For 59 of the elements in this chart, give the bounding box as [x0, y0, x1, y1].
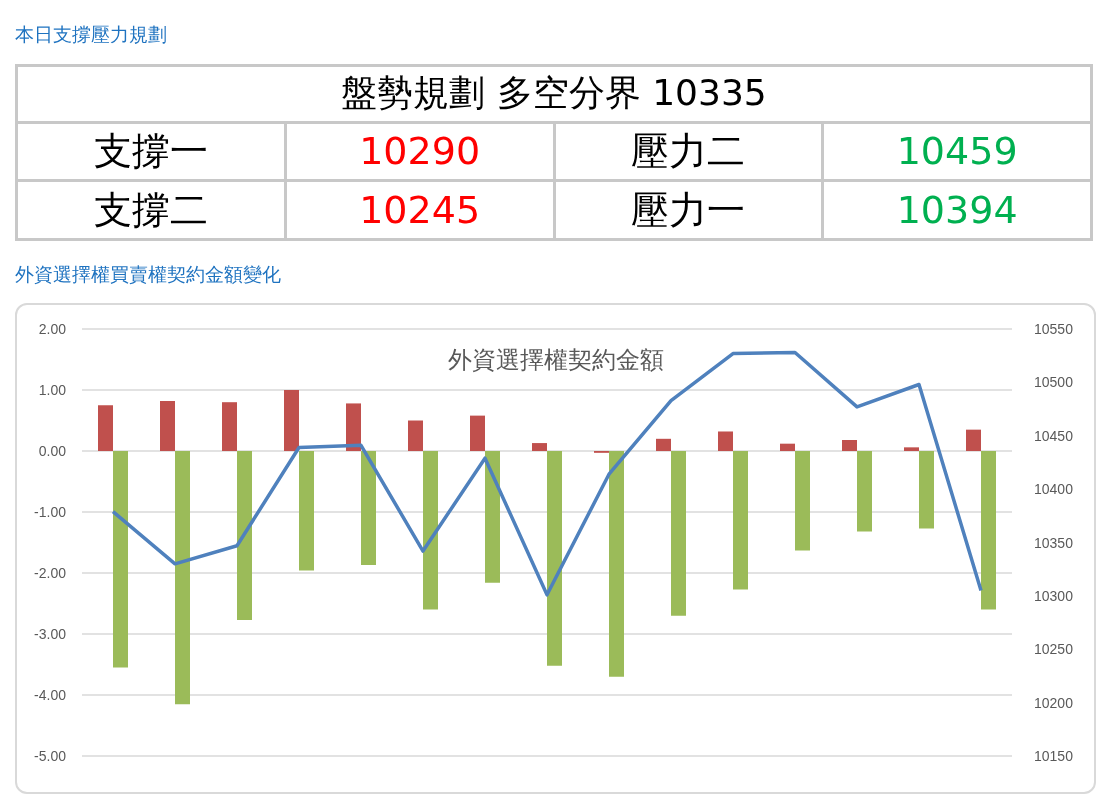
y2-tick-label: 10550	[1034, 321, 1074, 337]
bar	[656, 438, 671, 451]
y2-tick-label: 10200	[1034, 694, 1074, 711]
bar	[919, 451, 934, 529]
y-tick-label: 1.00	[38, 382, 67, 398]
bar	[966, 429, 981, 451]
bar	[361, 451, 376, 566]
bar	[904, 447, 919, 451]
bar	[671, 451, 686, 616]
text: 10290	[285, 122, 554, 181]
chart-title: 外資選擇權買賣權契約金額變化	[15, 262, 281, 287]
text: 10459	[822, 122, 1092, 181]
bar	[981, 451, 996, 610]
bar	[842, 440, 857, 451]
text: 壓力二	[554, 122, 823, 181]
y2-tick-label: 10150	[1034, 748, 1074, 764]
bar	[547, 451, 562, 666]
y-tick-label: -2.00	[34, 565, 67, 581]
bar	[733, 451, 748, 590]
bar	[222, 402, 237, 451]
bar	[175, 451, 190, 705]
bar	[718, 431, 733, 451]
bar	[485, 451, 500, 583]
text: 10245	[285, 180, 554, 240]
y2-tick-label: 10500	[1034, 374, 1074, 391]
line-series	[111, 350, 983, 597]
y-tick-label: -5.00	[34, 748, 67, 764]
y-tick-label: -1.00	[34, 504, 67, 520]
y2-tick-label: 10300	[1034, 587, 1074, 604]
bar	[609, 451, 624, 677]
bar	[299, 451, 314, 571]
y-tick-label: 0.00	[38, 443, 67, 459]
bar	[98, 405, 113, 451]
y-tick-label: -4.00	[34, 687, 67, 703]
text: 10394	[822, 180, 1092, 240]
bar	[284, 390, 299, 451]
bar	[160, 400, 175, 451]
bar	[532, 443, 547, 451]
y2-tick-label: 10350	[1034, 534, 1074, 551]
text: 支撐一	[16, 122, 286, 181]
y2-tick-label: 10400	[1034, 481, 1074, 498]
bar	[237, 451, 252, 620]
bar	[408, 420, 423, 451]
y2-tick-label: 10250	[1034, 641, 1074, 658]
bar	[470, 415, 485, 451]
bar	[423, 451, 438, 610]
text: 本日支撐壓力規劃	[15, 22, 167, 47]
bar	[857, 451, 872, 532]
y2-tick-label: 10450	[1034, 427, 1074, 444]
y-tick-label: 2.00	[38, 321, 67, 337]
bar	[795, 451, 810, 551]
text: 壓力一	[554, 180, 823, 240]
bar	[780, 443, 795, 451]
bar	[346, 403, 361, 451]
text: 外資選擇權契約金額	[447, 346, 664, 374]
y-tick-label: -3.00	[34, 626, 67, 642]
text: 盤勢規劃 多空分界 10335	[16, 65, 1092, 123]
text: 支撐二	[16, 180, 286, 240]
bar	[113, 451, 128, 668]
